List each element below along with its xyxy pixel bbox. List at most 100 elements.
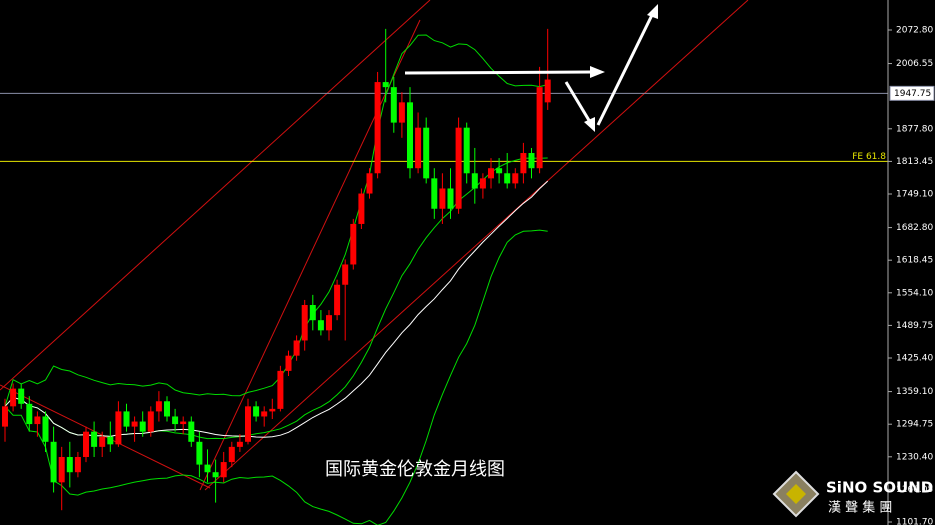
candle-body [496,168,503,174]
candle-body [334,284,341,316]
arrow [564,81,592,123]
candle-body [172,416,179,425]
candle-body [431,178,438,209]
logo: SiNO SOUND 漢 聲 集 團 [772,470,933,518]
bollinger-upper [4,34,548,407]
candle-body [147,411,154,432]
candle-body [83,431,89,458]
candle-body [488,168,494,179]
y-tick-label: 1425.40 [896,354,933,364]
arrowhead [590,66,605,78]
candle-body [390,87,397,123]
level-label: FE 61.8 [852,152,886,162]
candle-body [479,178,486,189]
candle-body [131,421,138,427]
candle-body [212,472,219,478]
y-tick-label: 1101.70 [896,518,933,525]
logo-subtitle: 漢 聲 集 團 [828,500,892,516]
candle-body [309,305,316,321]
channel-line [204,0,749,491]
bollinger-lower [4,229,548,525]
candle-body [520,153,527,174]
candle-body [277,370,284,409]
y-tick-label: 1294.75 [896,420,933,430]
candle-body [66,457,73,473]
candle-body [253,406,260,417]
candle-body [180,421,187,425]
candle-body [342,264,349,285]
candle-body [74,457,81,473]
candle-body [58,457,65,483]
candle-body [317,320,324,331]
y-tick-label: 1166.05 [896,485,933,495]
y-tick-label: 1359.10 [896,387,933,397]
candle-body [293,340,300,356]
candle-body [423,127,430,179]
y-tick-label: 1813.45 [896,157,933,167]
candle-body [512,173,519,184]
candle-body [164,401,170,417]
candle-body [415,127,422,169]
y-tick-label: 1554.10 [896,288,933,298]
candle-body [285,355,292,371]
candle-body [91,431,98,447]
candle-body [228,446,235,463]
level-label: 1947.75 [894,89,931,99]
candle-body [439,188,446,209]
arrowhead [647,4,658,19]
y-tick-label: 1877.80 [896,124,933,134]
candle-body [463,127,470,174]
candle-body [407,102,413,169]
logo-icon [786,484,806,504]
chart-title: 国际黄金伦敦金月线图 [325,459,505,480]
candle-body [139,421,146,432]
candle-body [447,188,454,209]
candle-body [236,441,243,447]
arrows [404,4,658,132]
y-tick-label: 1230.40 [896,452,933,462]
y-tick-label: 2072.80 [896,25,933,35]
y-tick-label: 1749.10 [896,189,933,199]
arrow [596,14,654,126]
level-label-box [889,85,935,101]
channel-line [0,0,431,391]
arrow [404,70,593,75]
candle-body [471,173,478,189]
logo-name: SiNO SOUND [826,479,933,497]
candle-body [196,441,203,465]
candle-body [455,127,462,209]
candle-body [358,193,365,224]
candle-body [107,436,114,445]
candle-body [10,388,17,407]
y-tick-label: 1682.80 [896,223,933,233]
channel-line [199,19,421,491]
candle-body [366,173,373,194]
candle-body [544,79,551,103]
trend-channels [0,0,749,491]
candle-body [123,411,130,427]
candle-body [301,305,308,341]
candle-body [382,82,389,88]
y-tick-label: 1618.45 [896,256,933,266]
candle-body [34,416,41,425]
candle-body [504,173,511,184]
plot [0,28,888,525]
candle-body [374,82,381,174]
y-tick-label: 1489.75 [896,321,933,331]
candle-body [42,416,49,442]
candle-body [204,464,211,473]
candle-body [245,406,251,442]
candle-body [99,436,106,447]
candle-body [188,421,195,442]
candle-body [398,102,405,123]
candle-body [155,401,162,412]
candle-body [18,388,25,404]
candle-body [536,87,543,169]
candle-body [50,441,57,483]
arrowhead [584,117,595,132]
candle-body [2,406,8,427]
y-tick-label: 2006.55 [896,59,933,69]
